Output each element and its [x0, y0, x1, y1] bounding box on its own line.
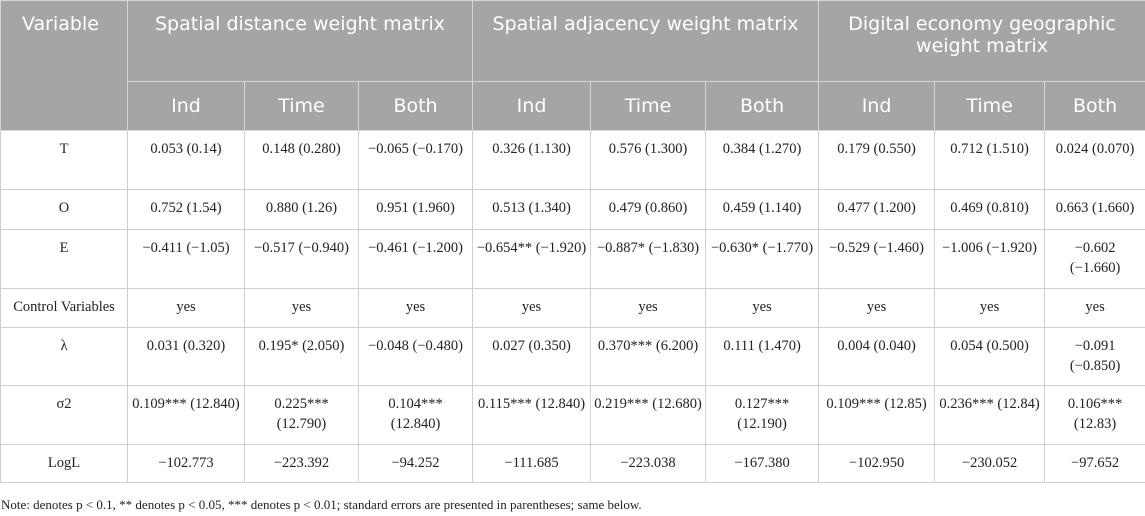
- table-cell: 0.236*** (12.84): [934, 385, 1046, 445]
- table-cell: 0.880 (1.26): [244, 189, 359, 230]
- table-cell: −97.652: [1044, 444, 1145, 483]
- subheader-cell: Time: [244, 81, 359, 131]
- table-cell: −223.392: [244, 444, 359, 483]
- regression-table: Variable Spatial distance weight matrix …: [0, 0, 1145, 483]
- table-cell: 0.109*** (12.840): [127, 385, 245, 445]
- table-cell: −0.091 (−0.850): [1044, 327, 1145, 386]
- table-cell: −230.052: [934, 444, 1046, 483]
- subheader-cell: Both: [1044, 81, 1145, 131]
- table-cell: −0.529 (−1.460): [818, 229, 936, 289]
- table-cell: 0.115*** (12.840): [472, 385, 592, 445]
- table-body: T 0.053 (0.14) 0.148 (0.280) −0.065 (−0.170…: [0, 130, 1145, 483]
- table-cell: 0.024 (0.070): [1044, 130, 1145, 190]
- row-label: σ2: [0, 385, 128, 445]
- table-cell: −167.380: [705, 444, 820, 483]
- table-row: LogL −102.773 −223.392 −94.252 −111.685 −223.…: [0, 444, 1145, 483]
- table-cell: −0.411 (−1.05): [127, 229, 245, 289]
- table-cell: yes: [1044, 288, 1145, 328]
- table-cell: 0.053 (0.14): [127, 130, 245, 190]
- table-cell: 0.004 (0.040): [818, 327, 936, 386]
- table-cell: −102.950: [818, 444, 936, 483]
- table-cell: 0.179 (0.550): [818, 130, 936, 190]
- table-cell: 0.479 (0.860): [590, 189, 707, 230]
- table-cell: 0.951 (1.960): [357, 189, 474, 230]
- group-header-digital-economy: Digital economy geographic weight matrix: [818, 0, 1145, 82]
- table-cell: 0.459 (1.140): [705, 189, 820, 230]
- table-cell: 0.225*** (12.790): [244, 385, 359, 445]
- subheader-cell: Ind: [818, 81, 936, 131]
- table-cell: −0.517 (−0.940): [244, 229, 359, 289]
- table-cell: −1.006 (−1.920): [934, 229, 1046, 289]
- table-cell: 0.027 (0.350): [472, 327, 592, 386]
- table-cell: 0.106*** (12.83): [1044, 385, 1145, 445]
- table-cell: −0.630* (−1.770): [705, 229, 820, 289]
- table-cell: yes: [244, 288, 359, 328]
- table-cell: 0.663 (1.660): [1044, 189, 1145, 230]
- table-cell: 0.111 (1.470): [705, 327, 820, 386]
- row-label: Control Variables: [0, 288, 128, 328]
- table-cell: 0.370*** (6.200): [590, 327, 707, 386]
- table-cell: −0.602 (−1.660): [1044, 229, 1145, 289]
- table-cell: 0.109*** (12.85): [818, 385, 936, 445]
- table-note: Note: denotes p < 0.1, ** denotes p < 0.…: [1, 497, 642, 512]
- table-row: E −0.411 (−1.05) −0.517 (−0.940) −0.461 (−1…: [0, 229, 1145, 289]
- table-cell: 0.712 (1.510): [934, 130, 1046, 190]
- table-cell: −0.654** (−1.920): [472, 229, 592, 289]
- table-cell: 0.513 (1.340): [472, 189, 592, 230]
- group-header-row: Variable Spatial distance weight matrix …: [0, 0, 1145, 131]
- row-label: E: [0, 229, 128, 289]
- subheader-cell: Ind: [472, 81, 592, 131]
- table-row: O 0.752 (1.54) 0.880 (1.26) 0.951 (1.960) 0.…: [0, 189, 1145, 230]
- group-header-spatial-adjacency: Spatial adjacency weight matrix: [472, 0, 820, 82]
- subheader-cell: Time: [590, 81, 707, 131]
- table-cell: 0.384 (1.270): [705, 130, 820, 190]
- row-label: O: [0, 189, 128, 230]
- table-cell: 0.104*** (12.840): [357, 385, 474, 445]
- table-cell: 0.054 (0.500): [934, 327, 1046, 386]
- table-cell: 0.195* (2.050): [244, 327, 359, 386]
- table-cell: yes: [127, 288, 245, 328]
- table-cell: −0.048 (−0.480): [357, 327, 474, 386]
- table-cell: 0.148 (0.280): [244, 130, 359, 190]
- table-cell: −102.773: [127, 444, 245, 483]
- variable-header: Variable: [0, 0, 128, 131]
- table-row: σ2 0.109*** (12.840) 0.225*** (12.790) 0.10…: [0, 385, 1145, 445]
- table-cell: −111.685: [472, 444, 592, 483]
- subheader-cell: Time: [934, 81, 1046, 131]
- subheader-cell: Ind: [127, 81, 245, 131]
- table-cell: yes: [357, 288, 474, 328]
- group-header-spatial-distance: Spatial distance weight matrix: [126, 0, 474, 82]
- table-row: λ 0.031 (0.320) 0.195* (2.050) −0.048 (−0.4…: [0, 327, 1145, 386]
- table-cell: 0.752 (1.54): [127, 189, 245, 230]
- row-label: LogL: [0, 444, 128, 483]
- table-cell: 0.326 (1.130): [472, 130, 592, 190]
- table-cell: −0.461 (−1.200): [357, 229, 474, 289]
- sub-header-row: Ind Time Both Ind Time Both Ind Time Bot…: [1, 81, 1145, 131]
- table-cell: yes: [818, 288, 936, 328]
- table-cell: −0.065 (−0.170): [357, 130, 474, 190]
- table-cell: 0.127*** (12.190): [705, 385, 820, 445]
- subheader-cell: Both: [357, 81, 474, 131]
- table-cell: −223.038: [590, 444, 707, 483]
- table-cell: −94.252: [357, 444, 474, 483]
- table-cell: 0.469 (0.810): [934, 189, 1046, 230]
- table-row: T 0.053 (0.14) 0.148 (0.280) −0.065 (−0.170…: [0, 130, 1145, 190]
- row-label: T: [0, 130, 128, 190]
- table-cell: 0.477 (1.200): [818, 189, 936, 230]
- table-cell: 0.031 (0.320): [127, 327, 245, 386]
- table-cell: −0.887* (−1.830): [590, 229, 707, 289]
- table-cell: 0.219*** (12.680): [590, 385, 707, 445]
- table-cell: yes: [472, 288, 592, 328]
- table-cell: yes: [934, 288, 1046, 328]
- table-row: Control Variables yes yes yes yes yes yes yes ye…: [0, 288, 1145, 328]
- table-cell: yes: [590, 288, 707, 328]
- table-cell: 0.576 (1.300): [590, 130, 707, 190]
- row-label: λ: [0, 327, 128, 386]
- subheader-cell: Both: [705, 81, 820, 131]
- table-cell: yes: [705, 288, 820, 328]
